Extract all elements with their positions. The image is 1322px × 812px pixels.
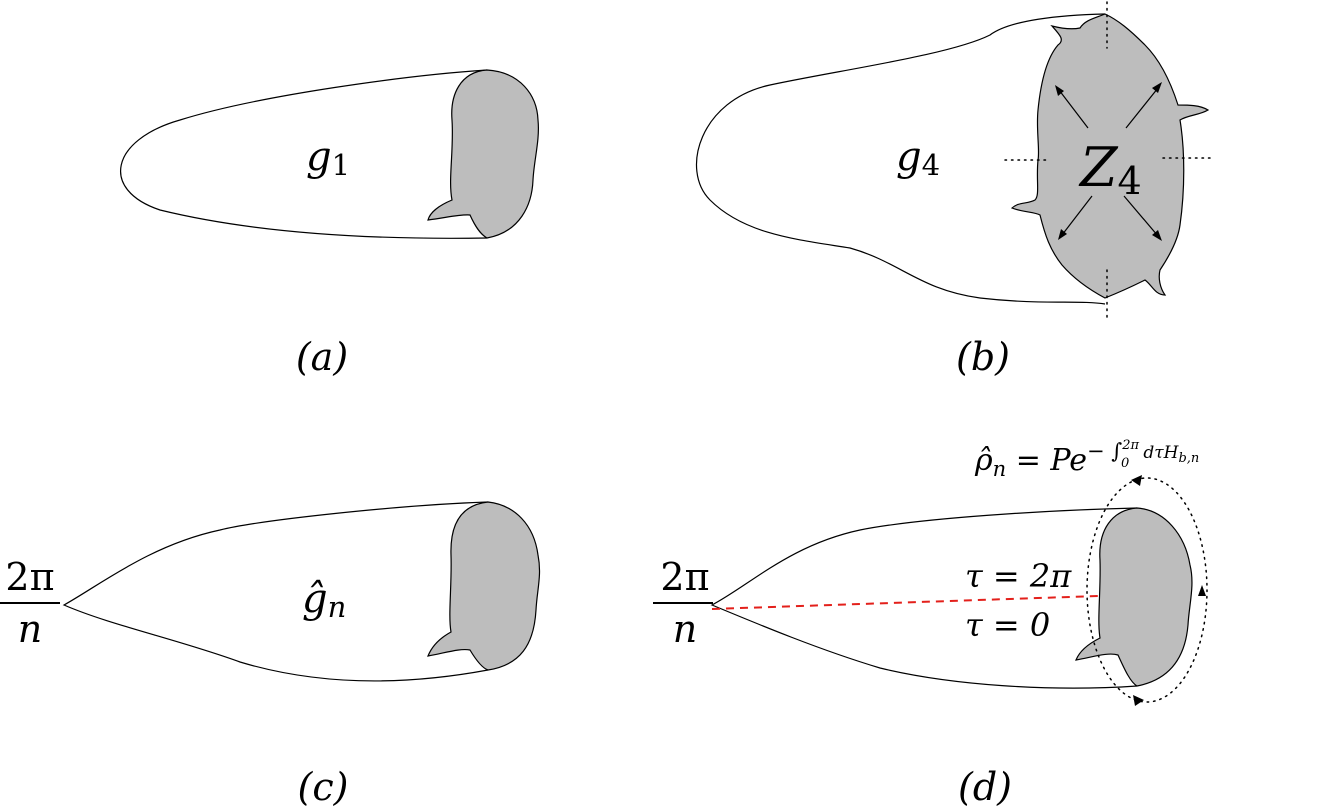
panel-c: ĝn 2π n (c) — [0, 501, 541, 809]
panel-c-shaded-region — [427, 501, 541, 671]
panel-d-angle-numerator: 2π — [660, 555, 709, 599]
panel-d-loop-arrow-top — [1131, 475, 1142, 486]
panel-c-caption: (c) — [298, 765, 349, 809]
panel-d-density-formula: ρ̂n = Pe− ∫2π 0dτHb,n — [974, 438, 1199, 481]
panel-b-region-outline — [695, 13, 1106, 305]
panel-c-region-outline — [62, 501, 489, 682]
panel-a: g1 (a) — [120, 69, 540, 379]
panel-d-tau-bottom: τ = 0 — [965, 606, 1050, 644]
panel-d-caption: (d) — [958, 765, 1012, 809]
panel-c-angle-denominator: n — [18, 607, 42, 651]
panel-a-region-outline — [120, 69, 488, 239]
panel-d-shaded-region — [1075, 507, 1193, 687]
panel-d: 2π n τ = 2π τ = 0 ρ̂n = Pe− ∫2π 0dτHb,n (… — [653, 438, 1208, 809]
panel-a-caption: (a) — [296, 335, 348, 379]
panel-b: g4 Z4 (b) — [695, 1, 1211, 379]
panel-d-tau-top: τ = 2π — [965, 557, 1072, 595]
panel-b-symmetry-label: Z4 — [1078, 136, 1142, 203]
panel-c-angle-numerator: 2π — [5, 555, 54, 599]
panel-d-angle-denominator: n — [673, 607, 697, 651]
panel-c-region-label: ĝn — [302, 576, 346, 624]
panel-d-loop-arrow-right — [1198, 585, 1206, 596]
panel-a-shaded-region — [427, 69, 540, 239]
panel-a-region-label: g1 — [306, 134, 350, 182]
panel-b-caption: (b) — [956, 335, 1010, 379]
panel-d-region-outline — [710, 507, 1138, 689]
panel-b-rotation-arrows — [1055, 82, 1162, 241]
panel-d-loop-arrow-bottom — [1133, 695, 1144, 706]
panel-d-contour-loop — [1086, 477, 1208, 703]
panel-b-region-label: g4 — [896, 134, 940, 182]
